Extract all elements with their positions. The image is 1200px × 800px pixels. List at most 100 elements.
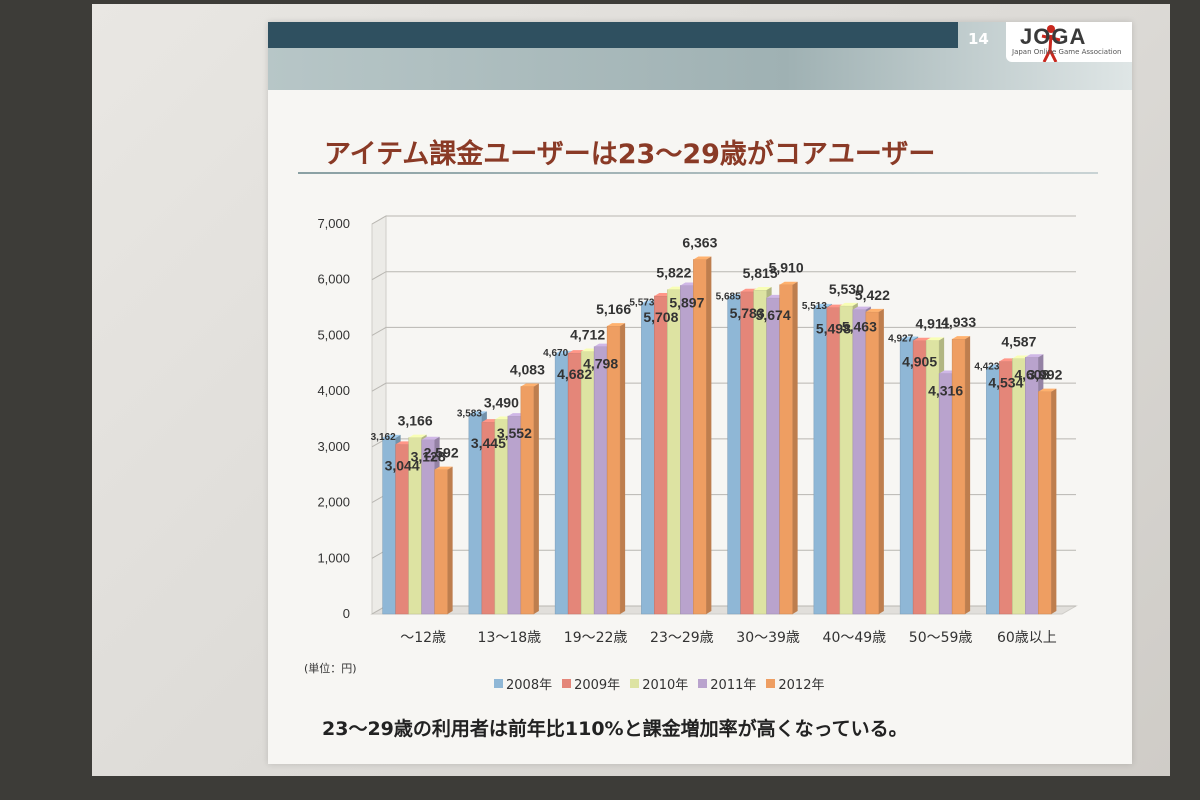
data-label: 5,674 (756, 307, 791, 323)
data-label: 5,822 (656, 265, 691, 281)
bar-top (693, 256, 712, 260)
bar (520, 386, 535, 615)
bar-top (753, 287, 772, 291)
bar-top (1025, 354, 1044, 358)
bar (580, 351, 595, 615)
data-label: 4,316 (928, 383, 963, 399)
data-label: 3,162 (371, 432, 396, 443)
legend-label: 2008年 (506, 678, 553, 693)
logo-figure-icon (1041, 25, 1061, 62)
data-label: 5,783 (730, 305, 765, 321)
data-label: 4,798 (583, 356, 618, 372)
bar (667, 289, 681, 615)
joga-logo: JOGA Japan Online Game Association (1006, 22, 1132, 62)
x-tick-label: 40～49歳 (823, 630, 887, 646)
bar-side (965, 336, 971, 614)
logo-text: JOGA (1020, 24, 1087, 49)
y-tick-label: 1,000 (317, 550, 350, 565)
legend-label: 2010年 (642, 678, 689, 693)
bar-side (533, 383, 539, 614)
data-label: 5,685 (716, 291, 741, 302)
gridline (371, 215, 1076, 225)
bar-top (434, 466, 453, 470)
data-label: 4,682 (557, 366, 592, 382)
legend-item: 2010年 (630, 674, 688, 693)
bar (507, 415, 522, 615)
unit-note: (単位：円) (304, 662, 357, 675)
data-label: 3,044 (385, 457, 420, 473)
bar-top (813, 303, 832, 307)
gridline (371, 382, 1076, 392)
y-tick-label: 2,000 (317, 495, 350, 510)
bar (753, 289, 767, 615)
y-tick-label: 0 (343, 606, 350, 621)
data-label: 4,587 (1001, 333, 1036, 349)
x-tick-label: 50～59歳 (909, 630, 973, 646)
legend-swatch (494, 679, 503, 688)
x-tick-label: 13～18歳 (478, 630, 542, 646)
legend-swatch (630, 679, 640, 688)
y-tick-label: 4,000 (317, 383, 350, 398)
data-label: 4,534 (988, 374, 1023, 390)
bar (1025, 357, 1039, 615)
bar-top (839, 302, 858, 306)
data-label: 5,166 (596, 301, 631, 317)
slide-title: アイテム課金ユーザーは23～29歳がコアユーザー (324, 139, 936, 170)
bar-chart: 0 1,000 2,000 3,000 4,000 5,000 6,000 7,000 3,16… (317, 215, 1078, 646)
slide-number: 14 (968, 30, 989, 48)
bar-top (926, 337, 945, 341)
data-label: 3,445 (471, 435, 506, 451)
bar-side (620, 323, 626, 614)
chart-legend: 2008年 2009年 2010年 2011年 2012年 (494, 674, 824, 693)
bar (999, 361, 1013, 615)
bar (986, 367, 1000, 615)
bar-top (520, 383, 539, 387)
bar-top (779, 281, 798, 285)
data-label: 5,530 (829, 281, 864, 297)
bar (1038, 391, 1052, 615)
bar-top (468, 411, 487, 415)
bar (779, 284, 793, 615)
bar-side (447, 466, 453, 614)
data-label: 3,552 (497, 425, 532, 441)
data-label: 5,708 (643, 309, 678, 325)
slide: 14 JOGA Japan Online Game Association アイ… (268, 22, 1132, 764)
data-label: 3,490 (484, 395, 519, 411)
legend-label: 2011年 (710, 678, 757, 693)
data-label: 4,933 (941, 314, 976, 330)
x-tick-label: ～12歳 (400, 630, 446, 646)
bar-top (865, 308, 884, 312)
data-label: 5,573 (629, 298, 654, 309)
legend-swatch (766, 679, 776, 688)
data-label: 5,513 (802, 301, 827, 312)
bar (766, 297, 780, 615)
data-label: 3,166 (398, 413, 433, 429)
y-tick-label: 7,000 (317, 216, 350, 231)
logo-subtitle: Japan Online Game Association (1012, 48, 1122, 56)
bar (693, 259, 707, 615)
bar (727, 297, 741, 615)
bar-top (382, 434, 401, 438)
data-label: 5,422 (855, 287, 890, 303)
bar (567, 352, 582, 615)
data-label: 4,712 (570, 326, 605, 342)
data-label: 3,128 (411, 449, 446, 465)
x-tick-label: 30～39歳 (736, 630, 800, 646)
bar-top (607, 323, 626, 327)
data-label: 4,608 (1014, 366, 1049, 382)
bar-top (852, 306, 871, 310)
data-label: 4,927 (888, 333, 913, 344)
bar (826, 307, 841, 615)
data-label: 5,897 (669, 294, 704, 310)
bar-top (900, 336, 919, 340)
bar (925, 340, 940, 615)
bar (951, 338, 966, 615)
bar (852, 309, 867, 615)
legend-item: 2009年 (562, 674, 620, 693)
bar (1012, 358, 1026, 615)
y-tick-label: 3,000 (317, 439, 350, 454)
bar-side (792, 281, 798, 614)
header-bar (268, 22, 958, 48)
gridline (371, 271, 1076, 281)
data-label: 4,423 (974, 362, 999, 373)
